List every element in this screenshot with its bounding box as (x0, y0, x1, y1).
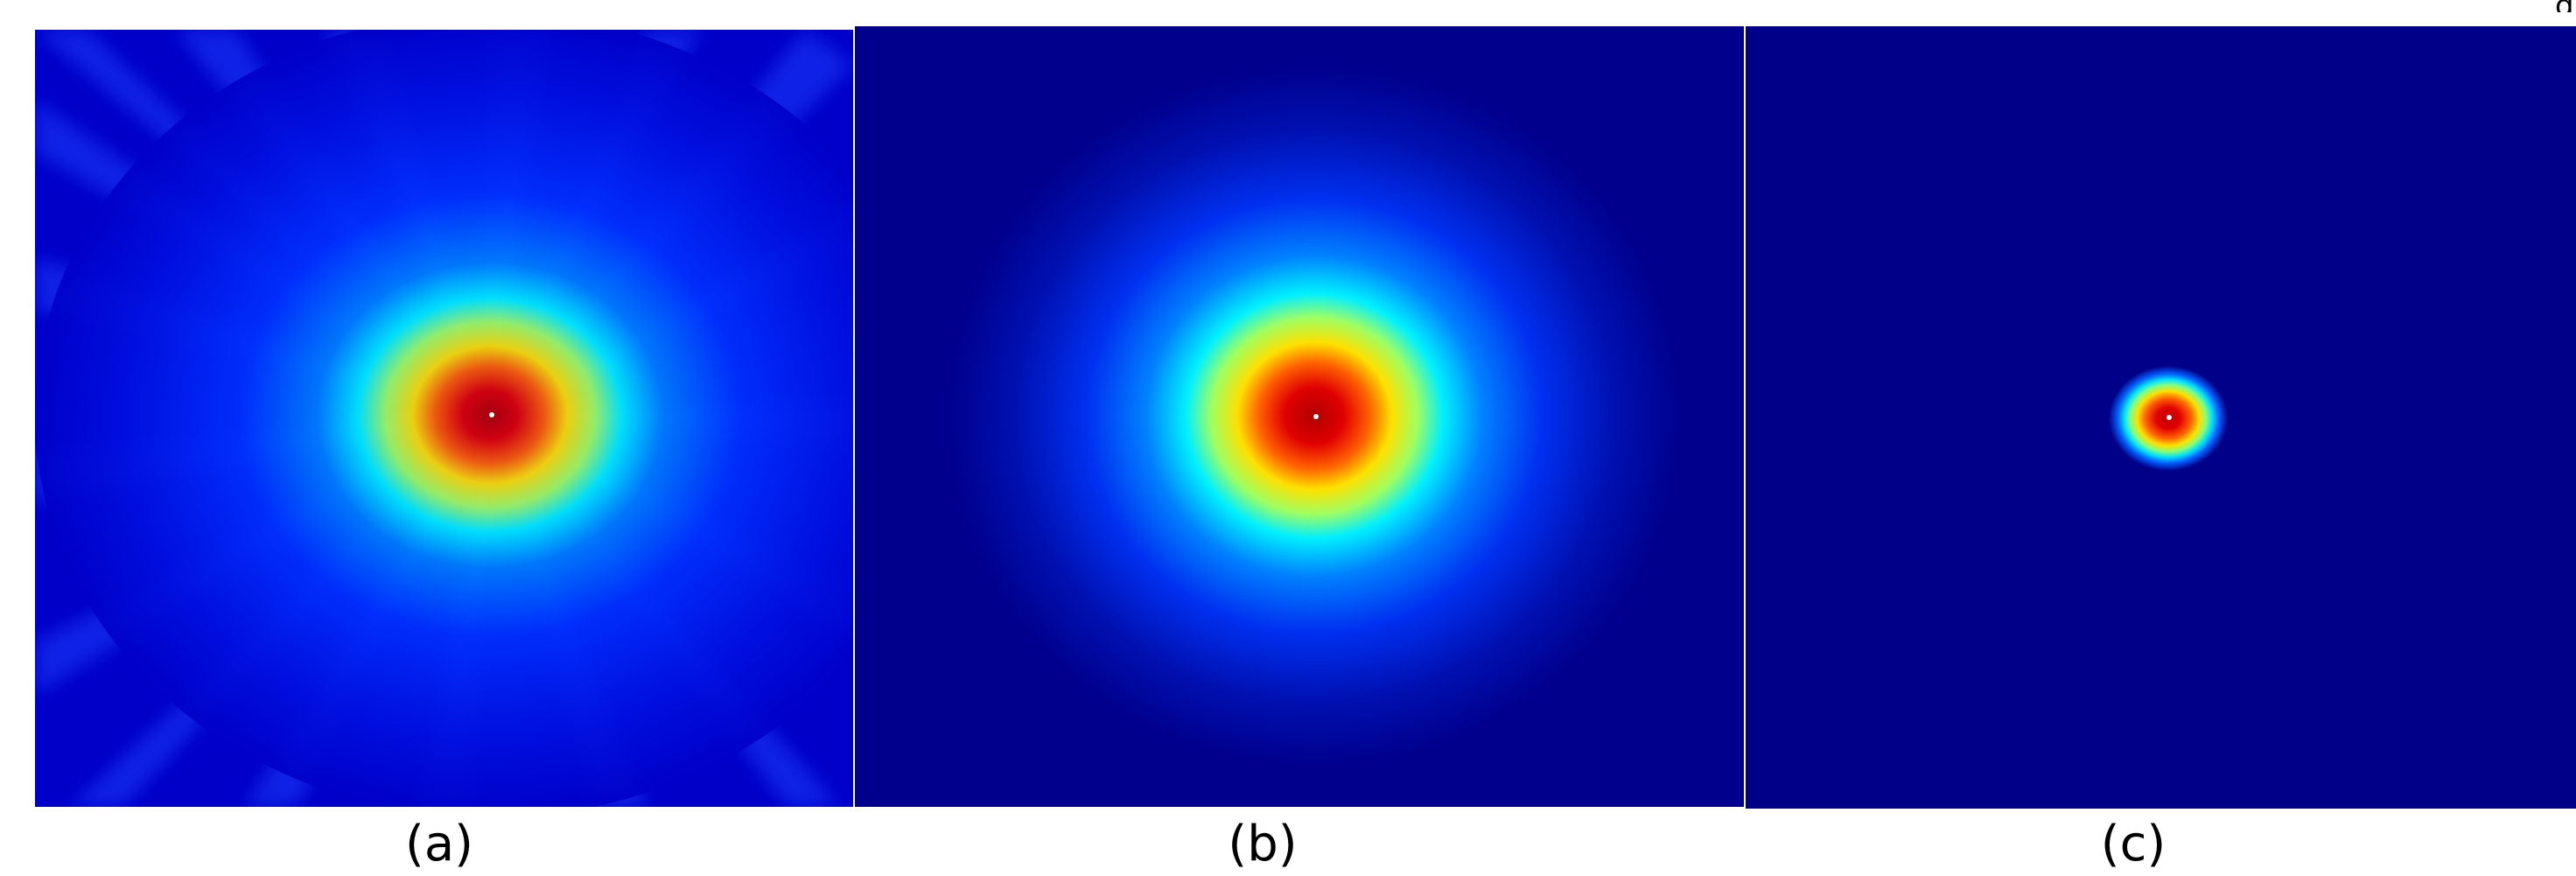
caption-a: (a) (404, 816, 473, 872)
heatmap-image-b (855, 26, 1745, 807)
heatmap-panel-c (1746, 26, 2576, 809)
center-marker (1313, 414, 1319, 419)
caption-c: (c) (2100, 816, 2166, 872)
heatmap-panel-b (855, 26, 1745, 807)
panel-divider (1744, 26, 1746, 809)
cropped-text-fragment: g (2555, 0, 2576, 12)
panel-divider (853, 26, 855, 809)
center-marker (489, 412, 494, 417)
heatmap-panel-a (35, 30, 854, 807)
heatmap-image-a (35, 30, 854, 807)
center-marker (2166, 415, 2172, 420)
caption-b: (b) (1228, 816, 1298, 872)
heatmap-image-c (1746, 26, 2576, 809)
